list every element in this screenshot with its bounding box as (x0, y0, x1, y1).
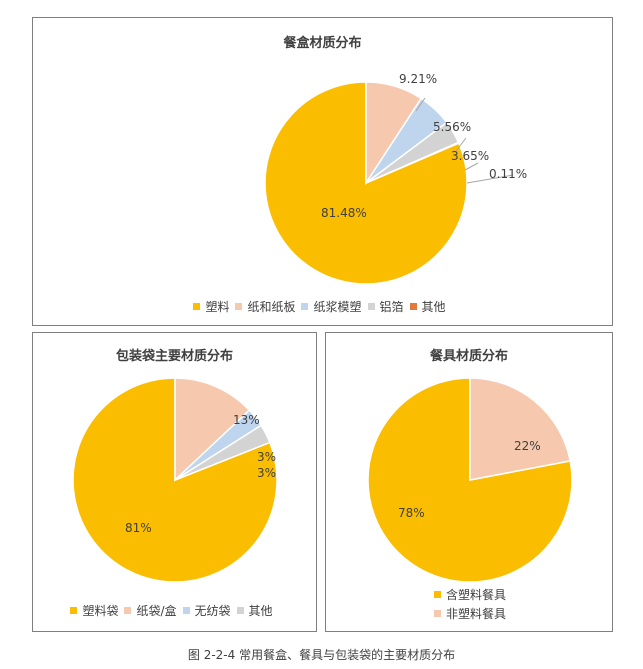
legend-swatch (70, 607, 78, 614)
pie-chart-bags: 81% 13% 3% 3% (72, 377, 278, 583)
legend: 塑料 纸和纸板 纸浆模塑 铝箔 其他 (33, 298, 612, 315)
legend-item: 纸和纸板 (235, 298, 295, 315)
legend-swatch (409, 303, 417, 310)
data-label: 5.56% (433, 120, 471, 134)
legend-item: 塑料袋 (70, 602, 118, 619)
leader-line (466, 174, 514, 184)
legend-item: 纸浆模塑 (301, 298, 362, 315)
legend-swatch (124, 607, 132, 614)
legend-swatch (367, 303, 375, 310)
legend: 含塑料餐具非塑料餐具 (434, 586, 506, 624)
legend-item: 铝箔 (367, 298, 404, 315)
legend-label: 铝箔 (379, 300, 404, 314)
pie-chart-utensils: 78% 22% (367, 377, 573, 583)
leader-line (455, 137, 467, 152)
data-label: 13% (233, 413, 260, 427)
chart-panel-bags: 包装袋主要材质分布 81% 13% 3% 3% 塑料袋 纸袋/盒 无纺袋 其他 (32, 332, 317, 632)
legend-swatch (193, 303, 201, 310)
legend: 塑料袋 纸袋/盒 无纺袋 其他 (33, 602, 316, 619)
pie-slice-2 (174, 377, 251, 482)
legend-item: 纸袋/盒 (124, 602, 177, 619)
pie-chart-lunchbox: 81.48% 9.21% 5.56% 3.65%0.11% (264, 72, 527, 285)
chart-panel-lunchbox: 餐盒材质分布 81.48% 9.21% 5.56% 3.65% 0.11% 塑料 纸和纸板… (32, 17, 613, 326)
pie-slice-4 (174, 424, 271, 481)
data-label: 3.65% (451, 149, 489, 163)
data-label: 3% (257, 466, 276, 480)
leader-line (415, 97, 426, 112)
legend-swatch (301, 303, 309, 310)
legend-label: 无纺袋 (194, 604, 231, 618)
legend-label: 其他 (248, 604, 273, 618)
legend-swatch (236, 607, 244, 614)
pie-slice-2 (469, 377, 572, 481)
data-label: 0.11% (489, 167, 527, 181)
chart-panel-utensils: 餐具材质分布 78% 22% 含塑料餐具非塑料餐具 (325, 332, 613, 632)
data-label: 81.48% (321, 206, 367, 220)
leader-line (464, 162, 479, 171)
legend-label: 塑料 (205, 300, 230, 314)
legend-item: 非塑料餐具 (434, 605, 506, 622)
legend-swatch (434, 610, 441, 617)
legend-item: 其他 (409, 298, 446, 315)
data-label: 9.21% (399, 72, 437, 86)
legend-label: 其他 (421, 300, 446, 314)
legend-item: 其他 (236, 602, 273, 619)
data-label: 22% (514, 439, 541, 453)
legend-label: 纸和纸板 (247, 300, 296, 314)
data-label: 3% (257, 450, 276, 464)
legend-swatch (434, 591, 441, 598)
data-label: 78% (398, 506, 425, 520)
legend-label: 纸袋/盒 (136, 604, 177, 618)
legend-label: 非塑料餐具 (446, 607, 507, 621)
figure-caption: 图 2-2-4 常用餐盒、餐具与包装袋的主要材质分布 (187, 648, 456, 662)
legend-swatch (235, 303, 243, 310)
legend-label: 纸浆模塑 (313, 300, 362, 314)
pie-slice-5 (365, 141, 460, 184)
data-label: 81% (125, 521, 152, 535)
legend-swatch (182, 607, 190, 614)
legend-item: 无纺袋 (182, 602, 231, 619)
chart-title: 餐盒材质分布 (283, 36, 362, 51)
chart-title: 包装袋主要材质分布 (115, 349, 233, 364)
legend-label: 塑料袋 (82, 604, 119, 618)
chart-title: 餐具材质分布 (429, 349, 508, 364)
legend-item: 含塑料餐具 (434, 586, 506, 603)
legend-label: 含塑料餐具 (446, 588, 507, 602)
legend-item: 塑料 (193, 298, 229, 315)
